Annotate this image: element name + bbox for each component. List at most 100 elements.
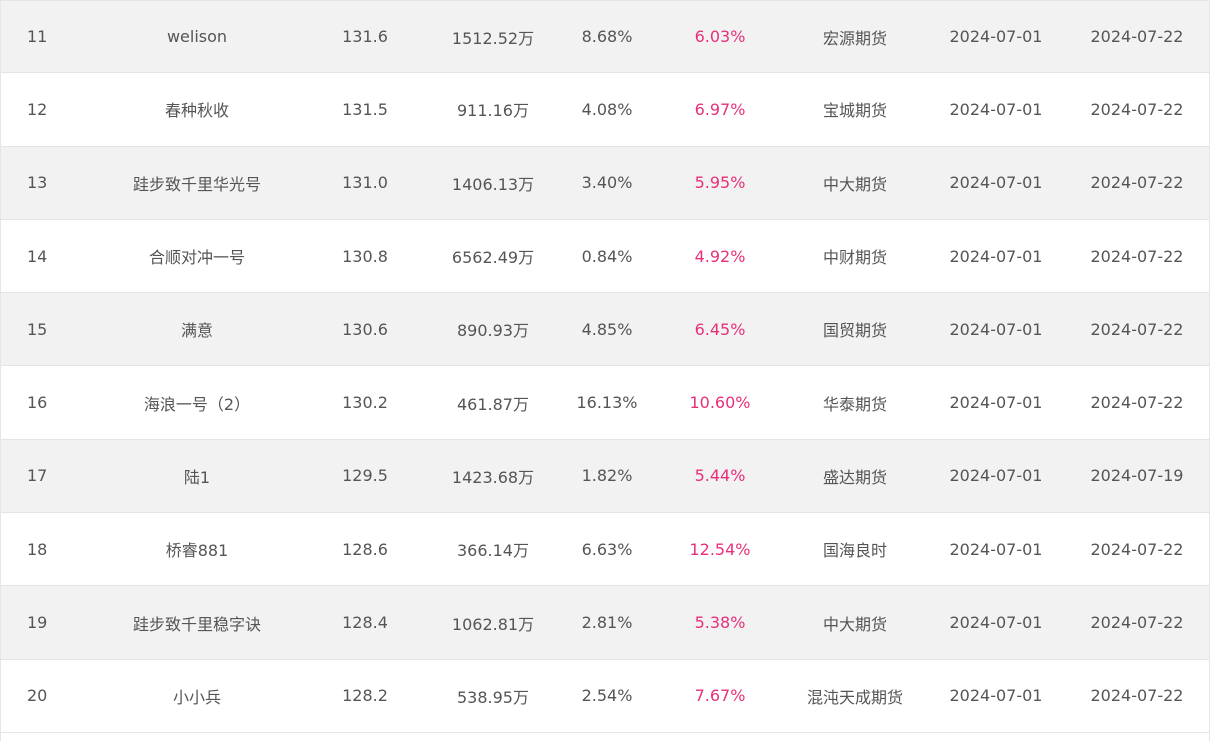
broker-cell: 宝城期货	[822, 101, 887, 121]
start-date-cell: 2024-07-01	[949, 613, 1043, 633]
end-date-cell: 2024-07-22	[1090, 319, 1184, 339]
start-date-cell: 2024-07-01	[949, 246, 1043, 266]
broker-cell: 国海良时	[822, 541, 887, 561]
rank-cell: 13	[27, 173, 48, 193]
drawdown-cell: 4.08%	[581, 99, 633, 119]
account-name-cell: welison	[166, 27, 228, 47]
drawdown-cell: 16.13%	[576, 393, 638, 413]
account-name-cell: 海浪一号（2）	[143, 394, 251, 414]
return-cell: 10.60%	[689, 393, 751, 413]
table-row[interactable]: 17 陆1 129.5 1423.68万 1.82% 5.44% 盛达期货 20…	[1, 439, 1209, 514]
account-name-cell: 陆1	[183, 467, 211, 487]
score-cell: 131.0	[342, 173, 388, 193]
score-cell: 131.6	[342, 27, 388, 47]
start-date-cell: 2024-07-01	[949, 27, 1043, 47]
end-date-cell: 2024-07-22	[1090, 686, 1184, 706]
end-date-cell: 2024-07-22	[1090, 246, 1184, 266]
table-row[interactable]: 19 跬步致千里稳字诀 128.4 1062.81万 2.81% 5.38% 中…	[1, 586, 1209, 660]
start-date-cell: 2024-07-01	[949, 466, 1043, 486]
score-cell: 128.4	[342, 613, 388, 633]
score-cell: 130.6	[342, 319, 388, 339]
broker-cell: 混沌天成期货	[806, 687, 903, 707]
score-cell: 131.5	[342, 99, 388, 119]
account-name-cell: 跬步致千里华光号	[132, 174, 261, 194]
end-date-cell: 2024-07-19	[1090, 466, 1184, 486]
account-name-cell: 桥睿881	[165, 541, 229, 561]
rank-cell: 11	[27, 27, 48, 47]
table-row[interactable]: 11 welison 131.6 1512.52万 8.68% 6.03% 宏源…	[1, 0, 1209, 74]
score-cell: 128.2	[342, 686, 388, 706]
account-name-cell: 跬步致千里稳字诀	[132, 614, 261, 634]
drawdown-cell: 2.54%	[581, 686, 633, 706]
rank-cell: 20	[27, 686, 48, 706]
drawdown-cell: 0.84%	[581, 246, 633, 266]
broker-cell: 华泰期货	[822, 394, 887, 414]
end-date-cell: 2024-07-22	[1090, 99, 1184, 119]
rank-cell: 17	[27, 466, 48, 486]
start-date-cell: 2024-07-01	[949, 99, 1043, 119]
table-row[interactable]: 13 跬步致千里华光号 131.0 1406.13万 3.40% 5.95% 中…	[1, 146, 1209, 220]
score-cell: 128.6	[342, 539, 388, 559]
score-cell: 130.2	[342, 393, 388, 413]
broker-cell: 中大期货	[822, 174, 887, 194]
broker-cell: 宏源期货	[822, 28, 887, 48]
scale-cell: 1512.52万	[451, 28, 535, 48]
start-date-cell: 2024-07-01	[949, 686, 1043, 706]
account-name-cell: 小小兵	[172, 687, 221, 707]
return-cell: 7.67%	[694, 686, 746, 706]
drawdown-cell: 6.63%	[581, 539, 633, 559]
account-name-cell: 春种秋收	[164, 101, 229, 121]
return-cell: 6.45%	[694, 319, 746, 339]
return-cell: 5.44%	[694, 466, 746, 486]
return-cell: 6.97%	[694, 99, 746, 119]
table-row[interactable]: 15 满意 130.6 890.93万 4.85% 6.45% 国贸期货 202…	[1, 293, 1209, 367]
rank-cell: 12	[27, 99, 48, 119]
drawdown-cell: 4.85%	[581, 319, 633, 339]
broker-cell: 国贸期货	[822, 321, 887, 341]
rank-cell: 18	[27, 539, 48, 559]
score-cell: 130.8	[342, 246, 388, 266]
rank-cell: 14	[27, 246, 48, 266]
scale-cell: 1062.81万	[451, 614, 535, 634]
rank-cell: 15	[27, 319, 48, 339]
broker-cell: 盛达期货	[822, 467, 887, 487]
table-row[interactable]: 16 海浪一号（2） 130.2 461.87万 16.13% 10.60% 华…	[1, 366, 1209, 440]
return-cell: 12.54%	[689, 539, 751, 559]
scale-cell: 911.16万	[457, 101, 529, 121]
table-row[interactable]: 20 小小兵 128.2 538.95万 2.54% 7.67% 混沌天成期货 …	[1, 660, 1209, 733]
account-name-cell: 满意	[180, 321, 213, 341]
return-cell: 6.03%	[694, 27, 746, 47]
end-date-cell: 2024-07-22	[1090, 27, 1184, 47]
broker-cell: 中财期货	[822, 248, 887, 268]
scale-cell: 461.87万	[457, 394, 529, 414]
table-row[interactable]: 14 合顺对冲一号 130.8 6562.49万 0.84% 4.92% 中财期…	[1, 220, 1209, 294]
table-row[interactable]: 18 桥睿881 128.6 366.14万 6.63% 12.54% 国海良时…	[1, 513, 1209, 587]
start-date-cell: 2024-07-01	[949, 393, 1043, 413]
scale-cell: 6562.49万	[451, 248, 535, 268]
end-date-cell: 2024-07-22	[1090, 539, 1184, 559]
broker-cell: 中大期货	[822, 614, 887, 634]
drawdown-cell: 8.68%	[581, 27, 633, 47]
rank-cell: 19	[27, 613, 48, 633]
score-cell: 129.5	[342, 466, 388, 486]
scale-cell: 1423.68万	[451, 467, 535, 487]
account-name-cell: 合顺对冲一号	[148, 248, 245, 268]
scale-cell: 538.95万	[457, 687, 529, 707]
return-cell: 5.95%	[694, 173, 746, 193]
scale-cell: 366.14万	[457, 541, 529, 561]
scale-cell: 890.93万	[457, 321, 529, 341]
start-date-cell: 2024-07-01	[949, 539, 1043, 559]
end-date-cell: 2024-07-22	[1090, 613, 1184, 633]
start-date-cell: 2024-07-01	[949, 173, 1043, 193]
return-cell: 5.38%	[694, 613, 746, 633]
table-row[interactable]: 12 春种秋收 131.5 911.16万 4.08% 6.97% 宝城期货 2…	[1, 73, 1209, 147]
drawdown-cell: 3.40%	[581, 173, 633, 193]
end-date-cell: 2024-07-22	[1090, 393, 1184, 413]
end-date-cell: 2024-07-22	[1090, 173, 1184, 193]
rank-cell: 16	[27, 393, 48, 413]
drawdown-cell: 1.82%	[581, 466, 633, 486]
start-date-cell: 2024-07-01	[949, 319, 1043, 339]
drawdown-cell: 2.81%	[581, 613, 633, 633]
return-cell: 4.92%	[694, 246, 746, 266]
